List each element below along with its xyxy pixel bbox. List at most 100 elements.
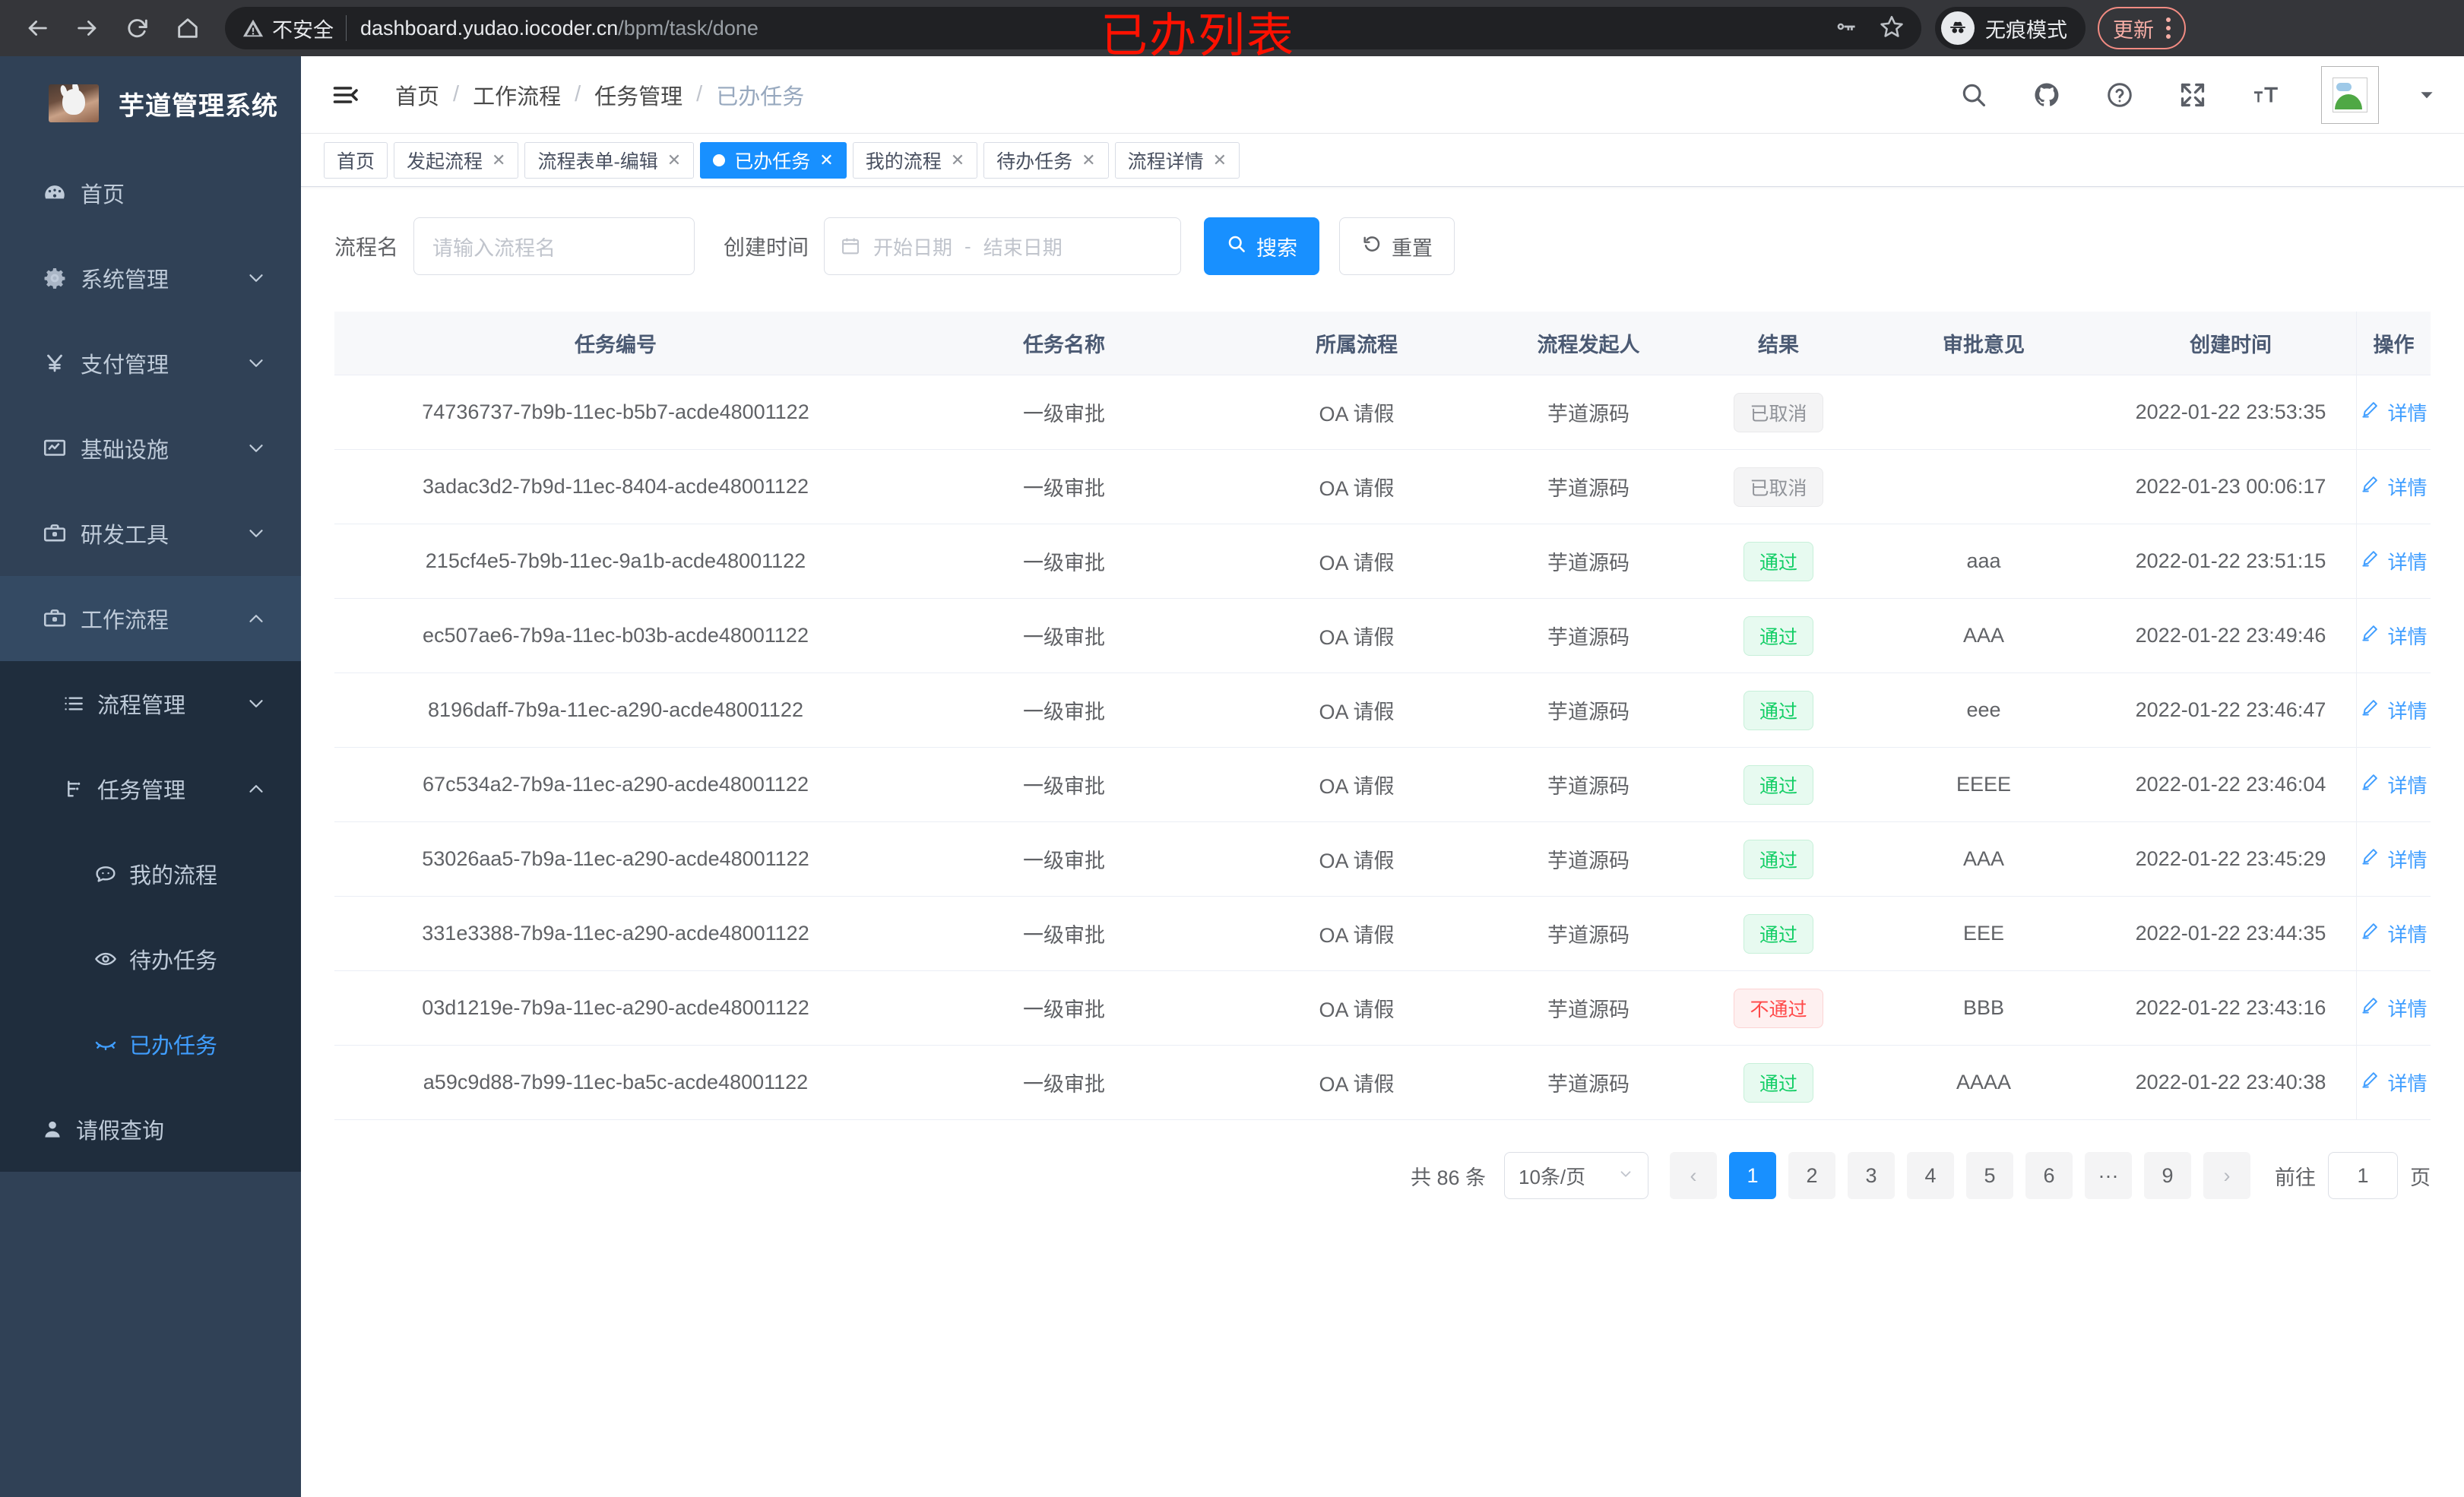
edit-pencil-icon (2360, 995, 2380, 1021)
close-icon[interactable]: ✕ (492, 150, 506, 169)
edit-pencil-icon (2360, 921, 2380, 946)
detail-button[interactable]: 详情 (2360, 622, 2428, 650)
pagination-jump: 前往 1 页 (2275, 1152, 2431, 1199)
cell-result: 通过 (1695, 913, 1862, 954)
incognito-indicator[interactable]: 无痕模式 (1935, 7, 2086, 49)
cell-action: 详情 (2356, 897, 2431, 970)
close-icon[interactable]: ✕ (950, 150, 965, 169)
detail-button[interactable]: 详情 (2360, 696, 2428, 724)
edit-pencil-icon (2360, 549, 2380, 574)
close-icon[interactable]: ✕ (667, 150, 682, 169)
tab-process-form-edit[interactable]: 流程表单-编辑 ✕ (524, 141, 695, 179)
detail-label: 详情 (2387, 476, 2428, 499)
pagination-ellipsis[interactable]: ··· (2085, 1152, 2132, 1199)
detail-label: 详情 (2387, 774, 2428, 797)
sidebar-item-process-management[interactable]: 流程管理 (0, 661, 301, 746)
back-icon[interactable] (14, 5, 61, 52)
active-tab-dot-icon (713, 153, 726, 166)
pagination-jump-label: 前往 (2275, 1166, 2316, 1189)
close-icon[interactable]: ✕ (1082, 150, 1096, 169)
cell-task-name: 一级审批 (1023, 924, 1105, 947)
update-button[interactable]: 更新 (2098, 7, 2186, 49)
fullscreen-icon[interactable] (2175, 78, 2210, 112)
detail-button[interactable]: 详情 (2360, 994, 2428, 1022)
breadcrumb-item-3: 已办任务 (716, 84, 805, 109)
bookmark-star-icon[interactable] (1879, 14, 1905, 43)
pagination-page-button[interactable]: 2 (1788, 1152, 1835, 1199)
sidebar-toggle-icon[interactable] (328, 81, 362, 109)
browser-menu-icon[interactable] (2166, 17, 2171, 39)
create-time-range-picker[interactable]: 开始日期 - 结束日期 (824, 217, 1182, 275)
cell-create-time: 2022-01-22 23:46:04 (2135, 773, 2326, 796)
tab-my-process[interactable]: 我的流程 ✕ (852, 141, 978, 179)
omnibox-actions (1833, 14, 1905, 43)
pagination-page-button[interactable]: 1 (1729, 1152, 1776, 1199)
cell-action: 详情 (2356, 1046, 2431, 1119)
breadcrumb-item-2[interactable]: 任务管理 (594, 84, 683, 109)
reload-icon[interactable] (114, 5, 161, 52)
password-key-icon[interactable] (1833, 14, 1859, 43)
pagination-prev-button[interactable]: ‹ (1670, 1152, 1717, 1199)
pagination-jump-input[interactable]: 1 (2328, 1152, 2398, 1199)
address-bar[interactable]: 不安全 dashboard.yudao.iocoder.cn/bpm/task/… (225, 7, 1921, 49)
sidebar-item-my-process[interactable]: 我的流程 (0, 831, 301, 916)
detail-button[interactable]: 详情 (2360, 398, 2428, 426)
sidebar-item-system[interactable]: 系统管理 (0, 236, 301, 321)
cell-create-time: 2022-01-22 23:51:15 (2135, 549, 2326, 572)
breadcrumb-item-0[interactable]: 首页 (395, 84, 440, 109)
column-header-opinion: 审批意见 (1943, 334, 2025, 356)
tab-todo-task[interactable]: 待办任务 ✕ (983, 141, 1109, 179)
close-icon[interactable]: ✕ (819, 150, 834, 169)
sidebar-item-workflow[interactable]: 工作流程 (0, 576, 301, 661)
pagination-pages: 1 2 3 4 5 6 ··· 9 (1729, 1152, 2203, 1199)
avatar[interactable] (2321, 65, 2379, 124)
forward-icon[interactable] (64, 5, 111, 52)
message-icon (82, 862, 129, 886)
tab-start-process[interactable]: 发起流程 ✕ (394, 141, 519, 179)
detail-button[interactable]: 详情 (2360, 845, 2428, 873)
detail-button[interactable]: 详情 (2360, 1068, 2428, 1097)
detail-button[interactable]: 详情 (2360, 919, 2428, 948)
pagination-page-button[interactable]: 6 (2025, 1152, 2073, 1199)
detail-label: 详情 (2387, 551, 2428, 574)
process-name-label: 流程名 (334, 236, 399, 259)
sidebar-item-payment[interactable]: 支付管理 (0, 321, 301, 406)
search-button[interactable]: 搜索 (1204, 217, 1320, 275)
github-icon[interactable] (2029, 78, 2064, 112)
sidebar-item-done-task[interactable]: 已办任务 (0, 1002, 301, 1087)
detail-button[interactable]: 详情 (2360, 771, 2428, 799)
home-icon[interactable] (164, 5, 211, 52)
page-size-select[interactable]: 10条/页 (1504, 1152, 1648, 1199)
close-icon[interactable]: ✕ (1212, 150, 1227, 169)
tab-process-detail[interactable]: 流程详情 ✕ (1114, 141, 1240, 179)
detail-button[interactable]: 详情 (2360, 547, 2428, 575)
end-date-placeholder: 结束日期 (983, 236, 1063, 259)
pagination-page-button[interactable]: 9 (2144, 1152, 2191, 1199)
browser-nav-buttons (0, 5, 211, 52)
tab-done-task[interactable]: 已办任务 ✕ (700, 141, 847, 179)
chevron-down-icon (245, 352, 268, 375)
reset-button[interactable]: 重置 (1339, 217, 1455, 275)
sidebar-item-todo-task[interactable]: 待办任务 (0, 916, 301, 1002)
cell-process: OA 请假 (1319, 775, 1395, 798)
avatar-dropdown-icon[interactable] (2417, 85, 2437, 105)
pagination-next-button[interactable]: › (2203, 1152, 2250, 1199)
detail-button[interactable]: 详情 (2360, 473, 2428, 501)
process-name-input[interactable]: 请输入流程名 (413, 217, 695, 275)
brand[interactable]: 芋道管理系统 (0, 56, 301, 150)
pagination-page-button[interactable]: 5 (1966, 1152, 2013, 1199)
sidebar-item-label: 已办任务 (129, 1034, 218, 1059)
sidebar-item-infrastructure[interactable]: 基础设施 (0, 406, 301, 491)
font-size-icon[interactable] (2248, 78, 2283, 112)
breadcrumb-item-1[interactable]: 工作流程 (473, 84, 562, 109)
sidebar-item-leave-query[interactable]: 请假查询 (0, 1087, 301, 1172)
help-icon[interactable] (2102, 78, 2137, 112)
sidebar-item-devtools[interactable]: 研发工具 (0, 491, 301, 576)
sidebar-item-task-management[interactable]: 任务管理 (0, 746, 301, 831)
pagination-page-button[interactable]: 4 (1907, 1152, 1954, 1199)
search-icon[interactable] (1956, 78, 1991, 112)
pagination-page-button[interactable]: 3 (1848, 1152, 1895, 1199)
sidebar-item-home[interactable]: 首页 (0, 150, 301, 236)
view-tabs: 首页 发起流程 ✕ 流程表单-编辑 ✕ 已办任务 ✕ 我的流程 ✕ 待办任务 ✕… (301, 134, 2464, 187)
tab-home[interactable]: 首页 (324, 141, 388, 179)
